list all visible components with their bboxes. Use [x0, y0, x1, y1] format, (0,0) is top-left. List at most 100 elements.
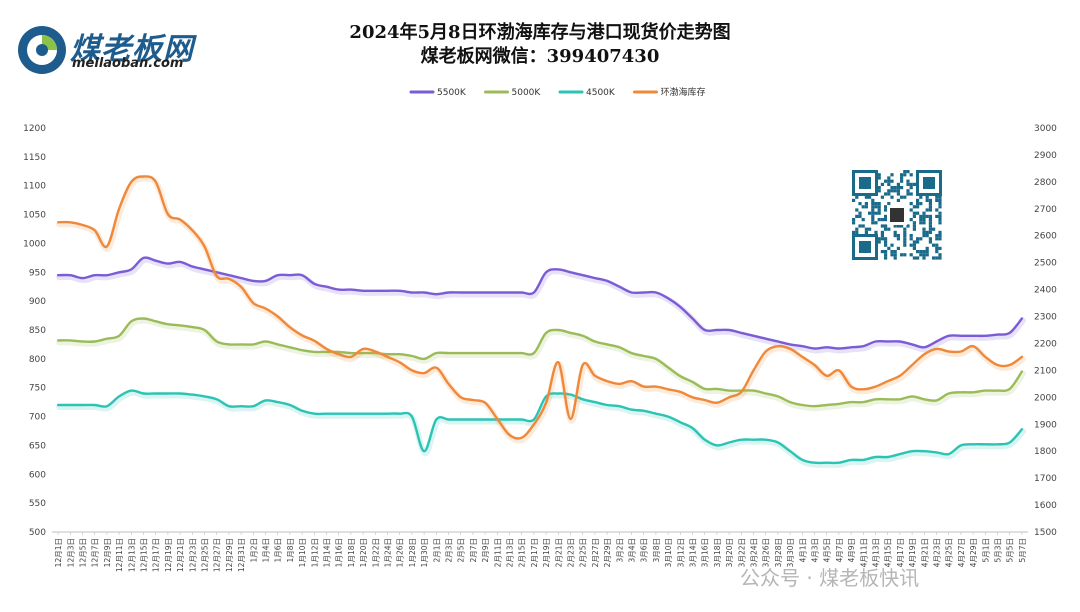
x-tick-label: 4月1日 — [798, 538, 807, 563]
x-tick-label: 2月29日 — [603, 538, 612, 567]
x-tick-label: 4月27日 — [957, 538, 966, 567]
x-tick-label: 3月30日 — [786, 538, 795, 567]
left-tick-label: 600 — [29, 470, 46, 480]
x-tick-label: 12月25日 — [201, 538, 210, 572]
x-tick-label: 4月7日 — [835, 538, 844, 563]
x-tick-label: 1月2日 — [249, 538, 258, 563]
x-tick-label: 3月4日 — [628, 538, 637, 563]
legend-label: 5000K — [512, 88, 542, 98]
x-tick-label: 2月11日 — [493, 538, 502, 567]
left-tick-label: 900 — [29, 297, 46, 307]
left-tick-label: 1150 — [23, 153, 46, 163]
x-tick-label: 1月26日 — [396, 538, 405, 567]
x-tick-label: 12月7日 — [91, 538, 100, 567]
x-tick-label: 5月1日 — [981, 538, 990, 563]
x-tick-label: 4月3日 — [811, 538, 820, 563]
x-tick-label: 3月26日 — [762, 538, 771, 567]
right-tick-label: 2900 — [1034, 151, 1057, 161]
left-tick-label: 800 — [29, 355, 46, 365]
right-tick-label: 2300 — [1034, 313, 1057, 323]
x-tick-label: 3月28日 — [774, 538, 783, 567]
x-tick-label: 12月15日 — [140, 538, 149, 572]
x-tick-label: 12月27日 — [213, 538, 222, 572]
legend-label: 5500K — [437, 88, 467, 98]
x-tick-label: 3月22日 — [737, 538, 746, 567]
right-tick-label: 2200 — [1034, 339, 1057, 349]
x-tick-label: 4月17日 — [896, 538, 905, 567]
right-tick-label: 1800 — [1034, 447, 1057, 457]
x-tick-label: 1月24日 — [384, 538, 393, 567]
chart-title: 2024年5月8日环渤海库存与港口现货价走势图 — [349, 22, 731, 43]
x-tick-label: 1月12日 — [310, 538, 319, 567]
right-tick-label: 1700 — [1034, 474, 1057, 484]
x-tick-label: 2月1日 — [432, 538, 441, 563]
series-line-5500k — [56, 256, 1024, 350]
x-tick-label: 3月16日 — [701, 538, 710, 567]
x-tick-label: 5月7日 — [1018, 538, 1027, 563]
x-tick-label: 12月5日 — [79, 538, 88, 567]
watermark: 公众号 · 煤老板快讯 — [740, 566, 920, 590]
x-tick-label: 4月11日 — [859, 538, 868, 567]
x-tick-label: 5月3日 — [994, 538, 1003, 563]
x-tick-label: 12月11日 — [115, 538, 124, 572]
left-tick-label: 750 — [29, 384, 46, 394]
x-tick-label: 1月14日 — [323, 538, 332, 567]
x-tick-label: 4月25日 — [945, 538, 954, 567]
x-tick-label: 2月21日 — [554, 538, 563, 567]
logo — [14, 18, 234, 78]
x-tick-label: 2月27日 — [591, 538, 600, 567]
chart-subtitle: 煤老板网微信：399407430 — [420, 46, 660, 67]
x-tick-label: 4月13日 — [872, 538, 881, 567]
x-tick-label: 1月8日 — [286, 538, 295, 563]
series-line-inventory — [56, 175, 1024, 440]
x-tick-label: 1月20日 — [359, 538, 368, 567]
logo-name: 煤老板网 — [70, 32, 194, 67]
left-tick-label: 1000 — [23, 239, 46, 249]
x-tick-label: 12月23日 — [188, 538, 197, 572]
x-tick-label: 4月21日 — [920, 538, 929, 567]
left-tick-label: 950 — [29, 268, 46, 278]
left-tick-label: 500 — [29, 528, 46, 538]
left-tick-label: 850 — [29, 326, 46, 336]
x-tick-label: 1月10日 — [298, 538, 307, 567]
qr-code-icon — [849, 167, 945, 263]
x-tick-label: 4月29日 — [969, 538, 978, 567]
x-tick-label: 3月24日 — [750, 538, 759, 567]
right-tick-label: 2500 — [1034, 259, 1057, 269]
x-tick-label: 12月29日 — [225, 538, 234, 572]
x-tick-label: 3月14日 — [689, 538, 698, 567]
x-tick-label: 12月17日 — [152, 538, 161, 572]
series-line-4500k-shadow — [56, 389, 1026, 468]
right-tick-label: 2600 — [1034, 232, 1057, 242]
x-tick-label: 2月17日 — [530, 538, 539, 567]
x-tick-label: 4月9日 — [847, 538, 856, 563]
x-tick-label: 2月7日 — [469, 538, 478, 563]
right-tick-label: 2100 — [1034, 366, 1057, 376]
x-tick-label: 12月3日 — [66, 538, 75, 567]
series-line-5500k-shadow — [56, 256, 1026, 354]
right-tick-label: 2700 — [1034, 205, 1057, 215]
x-tick-label: 3月18日 — [713, 538, 722, 567]
x-tick-label: 2月3日 — [445, 538, 454, 563]
left-tick-label: 1200 — [23, 124, 46, 134]
x-tick-label: 3月10日 — [664, 538, 673, 567]
x-tick-label: 3月2日 — [615, 538, 624, 563]
left-tick-label: 1050 — [23, 211, 46, 221]
x-tick-label: 12月9日 — [103, 538, 112, 567]
x-tick-label: 1月6日 — [274, 538, 283, 563]
x-tick-label: 2月15日 — [518, 538, 527, 567]
right-tick-label: 2000 — [1034, 393, 1057, 403]
x-tick-label: 12月21日 — [176, 538, 185, 572]
x-tick-label: 2月13日 — [506, 538, 515, 567]
series-line-4500k — [56, 389, 1024, 465]
x-tick-label: 1月4日 — [262, 538, 271, 563]
x-tick-label: 4月5日 — [823, 538, 832, 563]
x-tick-label: 3月8日 — [652, 538, 661, 563]
left-tick-label: 700 — [29, 413, 46, 423]
left-tick-label: 1100 — [23, 182, 46, 192]
x-tick-label: 12月1日 — [54, 538, 63, 567]
x-tick-label: 1月30日 — [420, 538, 429, 567]
x-tick-label: 5月5日 — [1006, 538, 1015, 563]
logo-icon — [18, 26, 66, 74]
